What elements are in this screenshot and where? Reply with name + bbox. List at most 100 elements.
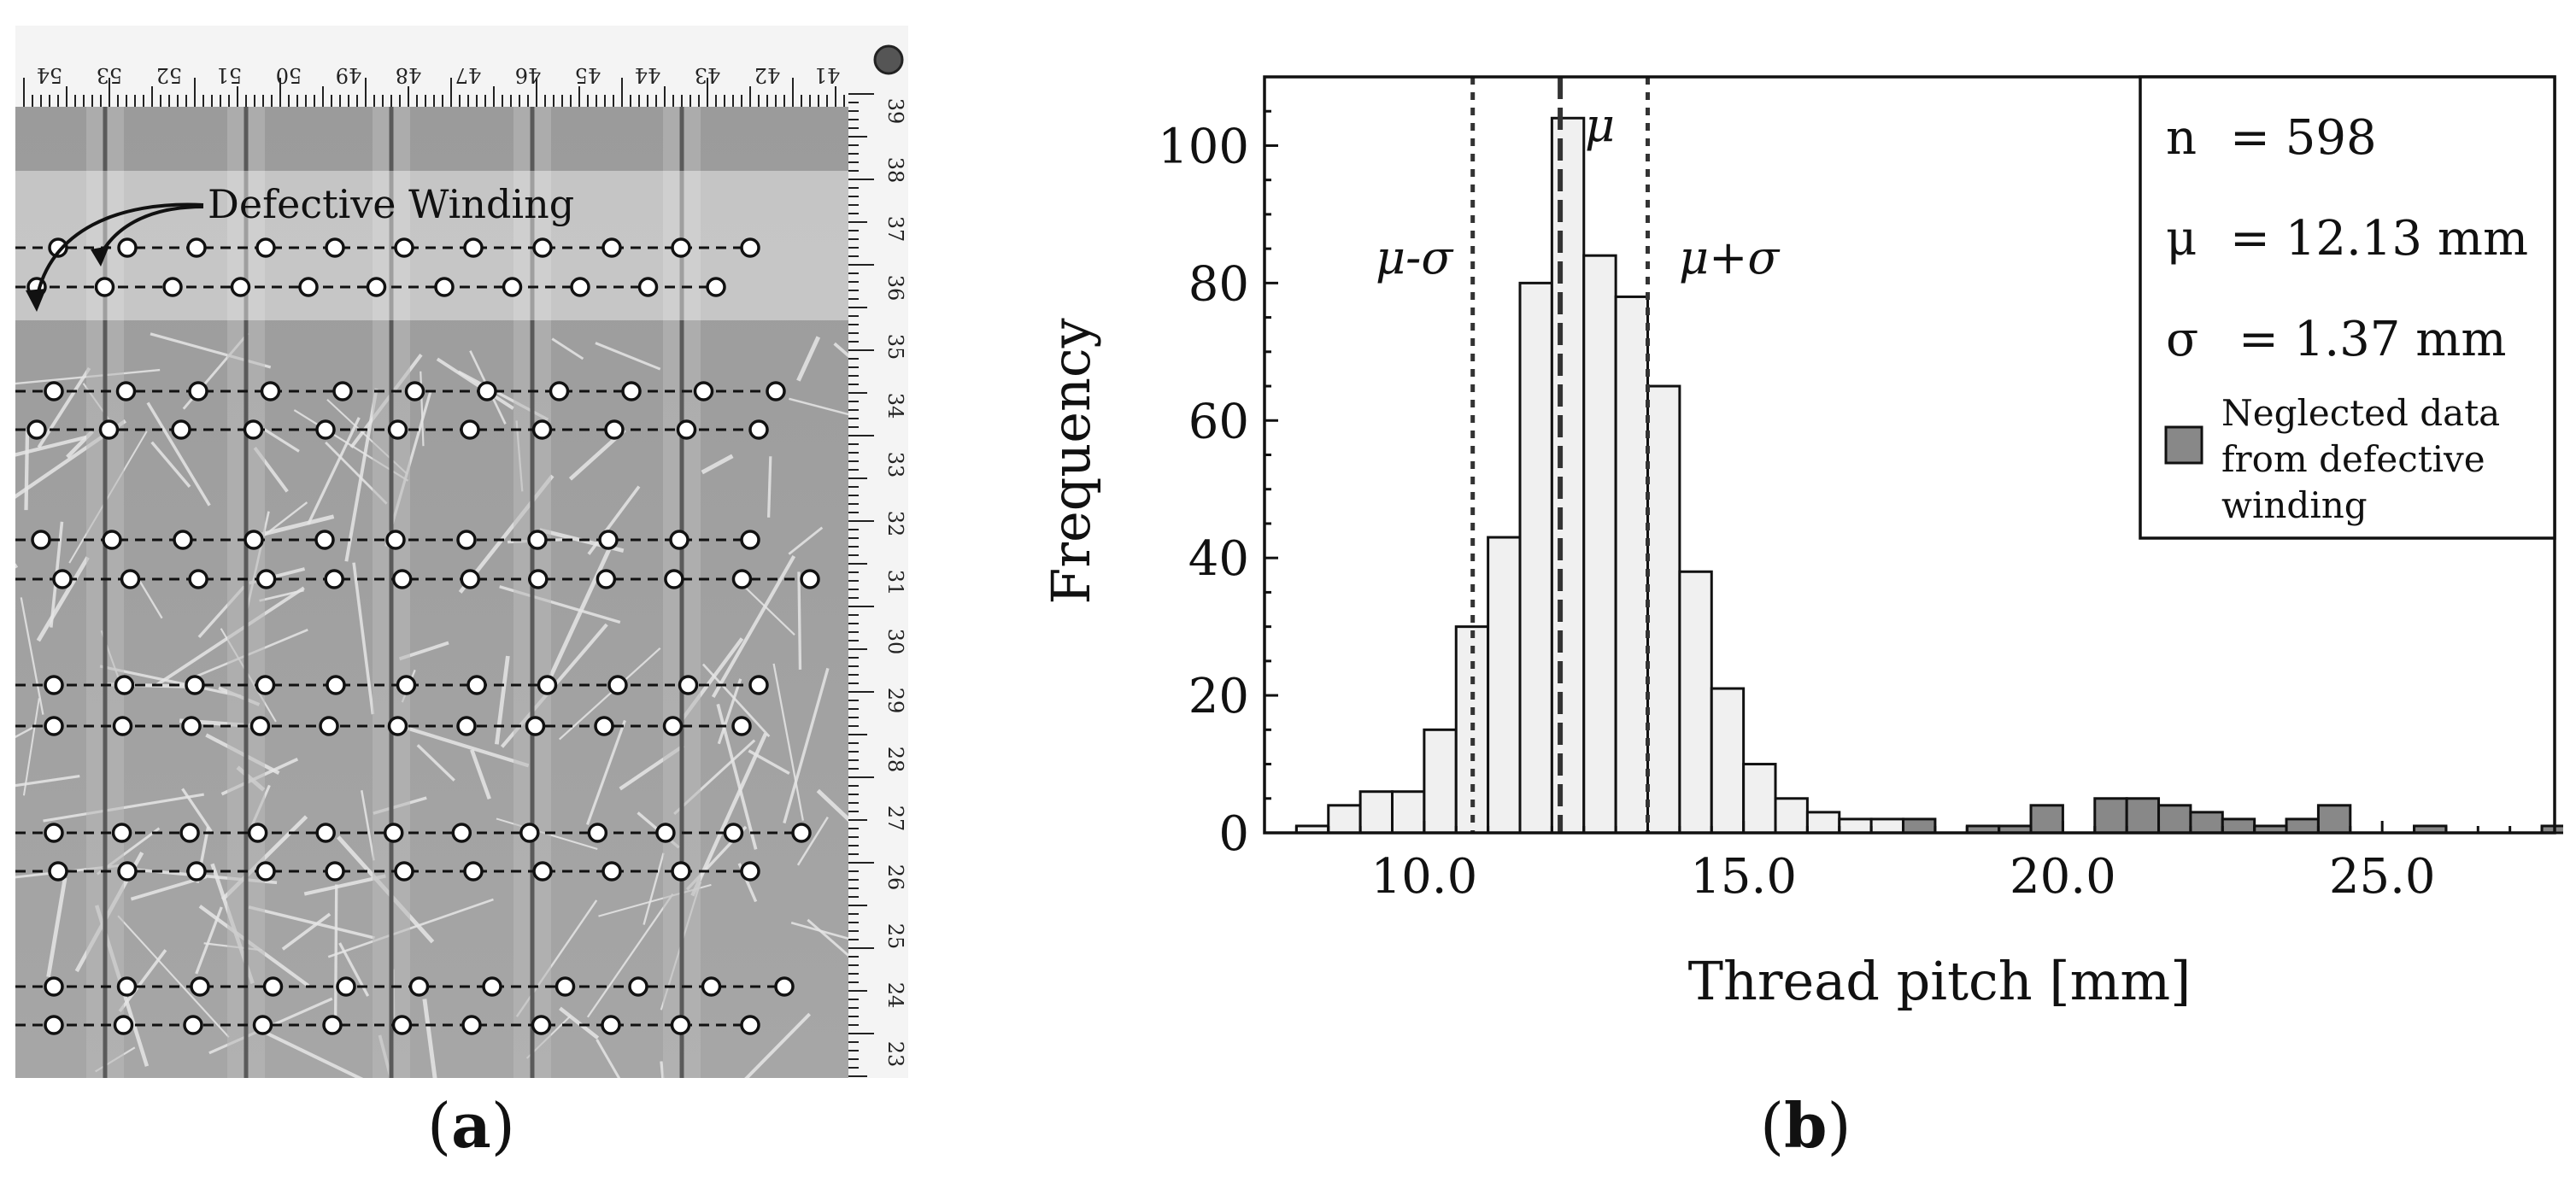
fibre bbox=[422, 999, 437, 1078]
annotation-arrow-2 bbox=[99, 205, 204, 255]
fibre bbox=[416, 744, 455, 782]
fibre bbox=[333, 884, 338, 1033]
fibre bbox=[796, 816, 829, 866]
fibre bbox=[690, 732, 768, 897]
pitch-marker bbox=[44, 716, 64, 736]
fibre bbox=[772, 663, 804, 821]
pitch-marker bbox=[111, 823, 132, 843]
pitch-marker bbox=[332, 381, 353, 401]
photo-background bbox=[15, 26, 908, 1078]
pitch-marker bbox=[671, 861, 691, 882]
x-axis-label: Thread pitch [mm] bbox=[1688, 950, 2192, 1012]
pitch-marker bbox=[113, 1015, 134, 1035]
fibre bbox=[748, 749, 790, 776]
ruler-top-label: 46 bbox=[515, 63, 542, 87]
fibre bbox=[743, 585, 795, 636]
legend-text-line1: Neglected data bbox=[2221, 392, 2500, 434]
pitch-marker bbox=[549, 381, 570, 401]
pitch-marker bbox=[676, 419, 697, 440]
pitch-marker bbox=[120, 569, 141, 589]
pitch-marker bbox=[387, 419, 408, 440]
fibre bbox=[307, 417, 361, 525]
fibre bbox=[559, 1006, 600, 1040]
fibre bbox=[585, 719, 626, 825]
pitch-marker bbox=[555, 976, 576, 997]
ruler-right-label: 36 bbox=[883, 275, 907, 302]
pitch-marker bbox=[461, 1015, 482, 1035]
stat-sigma-symbol: σ bbox=[2166, 312, 2198, 367]
pitch-marker bbox=[230, 277, 251, 297]
fibre bbox=[135, 574, 163, 619]
histogram-bar bbox=[1391, 790, 1426, 835]
ruler-right-label: 23 bbox=[883, 1041, 907, 1068]
x-tick-label: 15.0 bbox=[1690, 849, 1797, 905]
ruler-top-label: 42 bbox=[754, 63, 781, 87]
pitch-marker bbox=[740, 237, 760, 258]
ruler-right-label: 26 bbox=[883, 864, 907, 891]
fibre bbox=[717, 678, 742, 745]
y-axis-label: Frequency bbox=[1040, 318, 1102, 604]
fibre bbox=[15, 775, 80, 788]
fibre bbox=[255, 514, 335, 538]
stats-legend: n = 598 μ = 12.13 mm σ = 1.37 mm Neglect… bbox=[2139, 75, 2556, 540]
ruler-top bbox=[15, 26, 908, 107]
pitch-marker bbox=[190, 976, 210, 997]
fibre bbox=[558, 647, 661, 741]
fibre bbox=[660, 1061, 665, 1078]
histogram-bar bbox=[1423, 728, 1458, 835]
ruler-right-label: 39 bbox=[883, 98, 907, 125]
histogram-bar bbox=[1742, 763, 1777, 835]
pitch-marker bbox=[669, 530, 689, 550]
panel-label-a: (a) bbox=[427, 1089, 515, 1162]
x-tick-label: 10.0 bbox=[1371, 849, 1478, 905]
fibre bbox=[352, 562, 375, 715]
pitch-marker bbox=[396, 675, 417, 695]
pitch-marker bbox=[731, 569, 753, 589]
ruler-top-label: 54 bbox=[37, 63, 63, 87]
ruler-right-label: 35 bbox=[883, 334, 907, 360]
pitch-marker bbox=[115, 381, 137, 401]
fibre bbox=[401, 724, 530, 768]
pitch-marker bbox=[528, 569, 549, 589]
pitch-marker bbox=[48, 237, 68, 258]
y-ticks: 0 20 40 60 80 100 bbox=[1158, 75, 1278, 862]
ruler-top-label: 41 bbox=[814, 63, 841, 87]
ruler-right-label: 37 bbox=[883, 216, 907, 243]
histogram-bar bbox=[1358, 790, 1394, 835]
pitch-marker bbox=[594, 716, 614, 736]
pitch-marker bbox=[252, 1015, 273, 1035]
pitch-marker bbox=[701, 976, 722, 997]
pitch-marker bbox=[456, 530, 477, 550]
annotation-arrow-1 bbox=[35, 202, 204, 300]
fibre bbox=[20, 597, 44, 715]
fibre bbox=[495, 655, 510, 745]
fibre bbox=[788, 526, 824, 555]
pitch-marker bbox=[662, 716, 684, 736]
pitch-marker bbox=[315, 419, 336, 440]
pitch-marker bbox=[466, 675, 487, 695]
histogram-bar bbox=[1487, 536, 1522, 835]
pitch-marker bbox=[408, 976, 430, 997]
pitch-marker bbox=[601, 1015, 621, 1035]
y-tick-label: 60 bbox=[1188, 394, 1249, 449]
fibre bbox=[22, 698, 40, 796]
fibre bbox=[551, 337, 584, 360]
legend-box bbox=[2139, 75, 2556, 540]
pitch-marker bbox=[179, 823, 200, 843]
thread-pitch-markers bbox=[15, 237, 820, 1035]
fibre bbox=[643, 852, 665, 925]
pitch-marker bbox=[44, 381, 64, 401]
fibre bbox=[344, 388, 378, 562]
fibre bbox=[796, 336, 821, 382]
fibre bbox=[716, 703, 758, 850]
ruler-top-ticks bbox=[23, 78, 871, 107]
pitch-marker bbox=[531, 419, 553, 440]
ruler-right-label: 31 bbox=[883, 570, 907, 596]
ruler-top-label: 47 bbox=[455, 63, 482, 87]
pitch-marker bbox=[255, 861, 276, 882]
pitch-marker bbox=[519, 823, 540, 843]
stat-sigma-value: = 1.37 mm bbox=[2239, 312, 2506, 367]
pitch-marker bbox=[262, 976, 284, 997]
pitch-marker bbox=[601, 861, 622, 882]
ruler-top-label: 48 bbox=[396, 63, 422, 87]
